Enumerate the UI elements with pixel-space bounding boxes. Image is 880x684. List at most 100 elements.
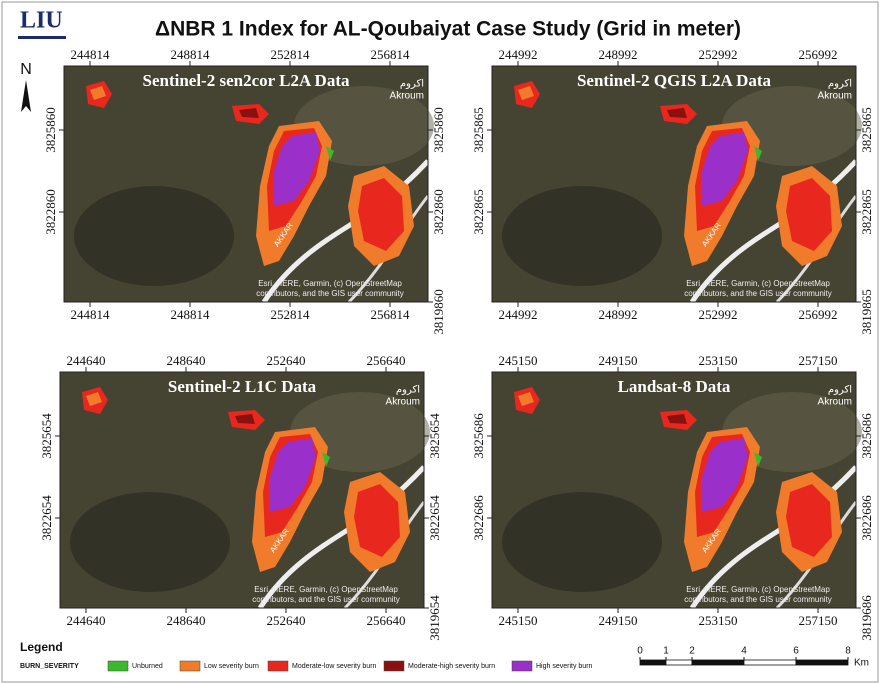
legend-label: Unburned: [132, 663, 163, 670]
x-tick-label: 252992: [699, 47, 738, 62]
map-panel: Sentinel-2 L1C DataAkroumاكرومAKKAREsri,…: [39, 353, 442, 641]
y-tick-label: 3825865: [471, 107, 486, 153]
x-tick-label: 248640: [167, 353, 206, 368]
x-tick-label: 248814: [171, 307, 211, 322]
x-tick-label: 244814: [71, 307, 111, 322]
legend-swatch: [108, 661, 128, 671]
x-tick-label: 244640: [67, 613, 106, 628]
title: ΔNBR 1 Index for AL-Qoubaiyat Case Study…: [155, 18, 741, 41]
x-tick-label: 252814: [271, 307, 311, 322]
y-tick-label: 3825686: [859, 413, 874, 459]
map-imagery: [64, 66, 434, 302]
place-label-arabic: اكروم: [828, 385, 852, 396]
panel-title: Sentinel-2 QGIS L2A Data: [577, 71, 772, 90]
attribution: Esri, HERE, Garmin, (c) OpenStreetMap: [254, 585, 398, 594]
scale-unit: Km: [854, 658, 869, 669]
scale-segment: [666, 660, 692, 665]
scale-label: 4: [741, 646, 747, 657]
scale-segment: [692, 660, 744, 665]
place-label-arabic: اكروم: [828, 79, 852, 90]
x-tick-label: 257150: [799, 613, 838, 628]
map-panel: Sentinel-2 sen2cor L2A DataAkroumاكرومAK…: [43, 47, 446, 335]
x-tick-label: 252814: [271, 47, 311, 62]
x-tick-label: 252992: [699, 307, 738, 322]
map-figure: LIU ΔNBR 1 Index for AL-Qoubaiyat Case S…: [0, 0, 880, 684]
y-tick-label: 3825686: [471, 413, 486, 459]
map-panel: Sentinel-2 QGIS L2A DataAkroumاكرومAKKAR…: [471, 47, 874, 335]
map-imagery: [492, 66, 862, 302]
scale-segment: [640, 660, 666, 665]
logo: LIU: [20, 8, 63, 34]
legend-field: BURN_SEVERITY: [20, 663, 79, 670]
y-tick-label: 3825865: [859, 107, 874, 153]
north-label: N: [20, 61, 32, 78]
x-tick-label: 256640: [367, 353, 406, 368]
attribution: contributors, and the GIS user community: [256, 289, 404, 298]
x-tick-label: 248992: [599, 307, 638, 322]
attribution: Esri, HERE, Garmin, (c) OpenStreetMap: [686, 279, 830, 288]
y-tick-label: 3822860: [431, 189, 446, 235]
x-tick-label: 245150: [499, 353, 538, 368]
legend-swatch: [512, 661, 532, 671]
x-tick-label: 244814: [71, 47, 111, 62]
panel-title: Landsat-8 Data: [618, 377, 731, 396]
x-tick-label: 256992: [799, 307, 838, 322]
legend-label: High severity burn: [536, 663, 593, 670]
x-tick-label: 245150: [499, 613, 538, 628]
place-label-arabic: اكروم: [400, 79, 424, 90]
x-tick-label: 256814: [371, 47, 411, 62]
y-tick-label: 3822865: [471, 189, 486, 235]
map-imagery: [492, 372, 862, 608]
x-tick-label: 244992: [499, 47, 538, 62]
legend-swatch: [268, 661, 288, 671]
x-tick-label: 249150: [599, 613, 638, 628]
map-imagery: [60, 372, 430, 608]
place-label-arabic: اكروم: [396, 385, 420, 396]
place-label: Akroum: [386, 397, 420, 408]
legend-label: Low severity burn: [204, 663, 259, 670]
y-tick-label: 3819860: [431, 289, 446, 335]
x-tick-label: 253150: [699, 613, 738, 628]
place-label: Akroum: [818, 91, 852, 102]
y-tick-label: 3819865: [859, 289, 874, 335]
y-tick-label: 3822860: [43, 189, 58, 235]
x-tick-label: 244992: [499, 307, 538, 322]
x-tick-label: 256814: [371, 307, 411, 322]
legend-swatch: [384, 661, 404, 671]
y-tick-label: 3825860: [43, 107, 58, 153]
x-tick-label: 248814: [171, 47, 211, 62]
y-tick-label: 3822654: [39, 495, 54, 541]
x-tick-label: 248640: [167, 613, 206, 628]
y-tick-label: 3825860: [431, 107, 446, 153]
north-arrow: [21, 80, 31, 112]
y-tick-label: 3822654: [427, 495, 442, 541]
scale-label: 1: [663, 646, 669, 657]
attribution: contributors, and the GIS user community: [684, 289, 832, 298]
scale-label: 2: [689, 646, 695, 657]
y-tick-label: 3822686: [471, 495, 486, 541]
x-tick-label: 249150: [599, 353, 638, 368]
scale-segment: [744, 660, 796, 665]
legend-label: Moderate-low severity burn: [292, 663, 377, 670]
attribution: contributors, and the GIS user community: [684, 595, 832, 604]
scale-label: 6: [793, 646, 799, 657]
panel-title: Sentinel-2 sen2cor L2A Data: [143, 71, 350, 90]
x-tick-label: 252640: [267, 353, 306, 368]
attribution: contributors, and the GIS user community: [252, 595, 400, 604]
place-label: Akroum: [818, 397, 852, 408]
legend-swatch: [180, 661, 200, 671]
x-tick-label: 253150: [699, 353, 738, 368]
x-tick-label: 244640: [67, 353, 106, 368]
scale-label: 0: [637, 646, 643, 657]
legend-title: Legend: [20, 640, 63, 654]
x-tick-label: 252640: [267, 613, 306, 628]
x-tick-label: 257150: [799, 353, 838, 368]
place-label: Akroum: [390, 91, 424, 102]
x-tick-label: 256992: [799, 47, 838, 62]
y-tick-label: 3825654: [427, 413, 442, 459]
attribution: Esri, HERE, Garmin, (c) OpenStreetMap: [686, 585, 830, 594]
legend-label: Moderate-high severity burn: [408, 663, 495, 670]
y-tick-label: 3819654: [427, 595, 442, 641]
y-tick-label: 3825654: [39, 413, 54, 459]
